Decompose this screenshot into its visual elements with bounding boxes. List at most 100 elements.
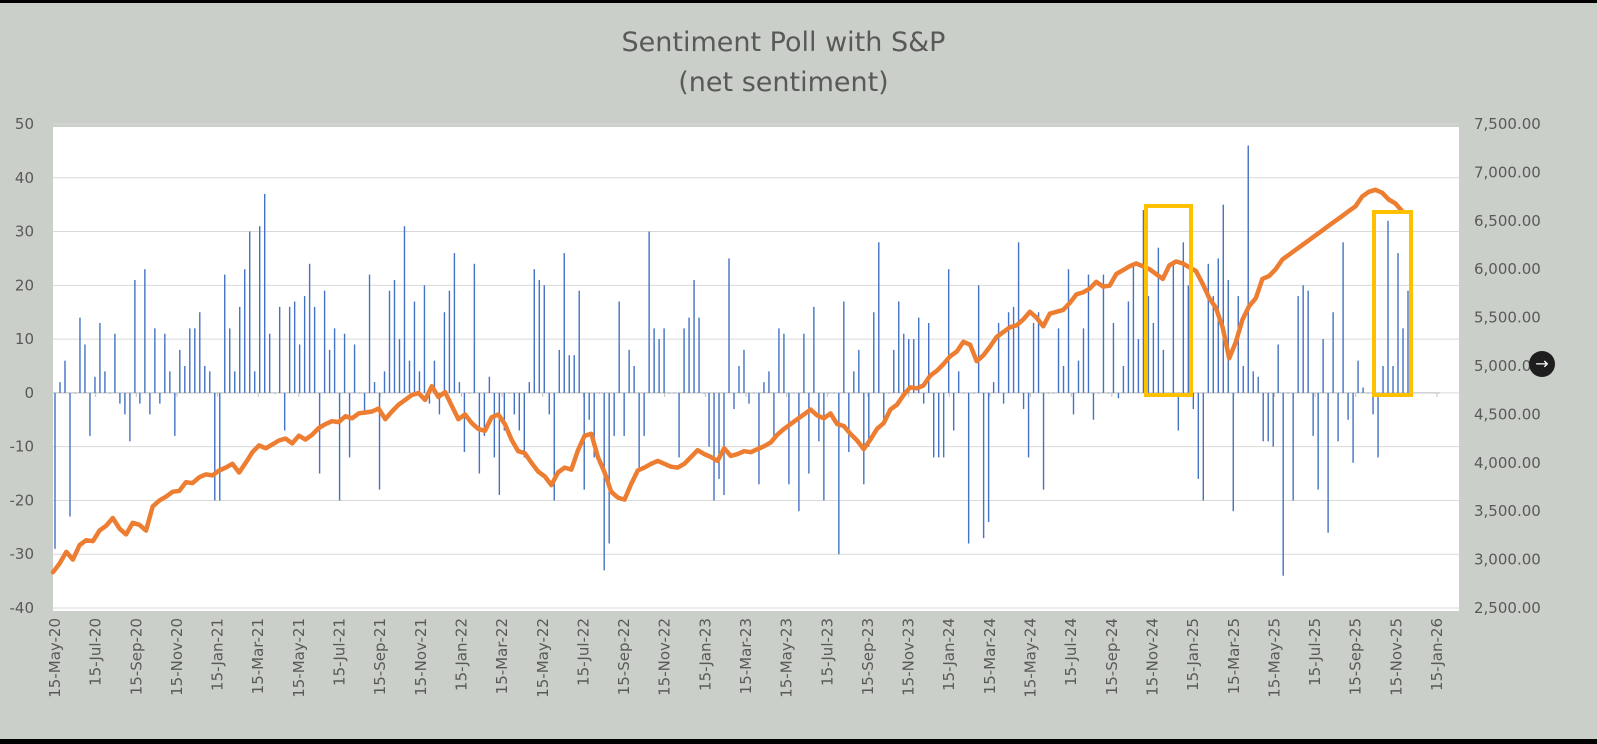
sentiment-bar: [308, 263, 311, 393]
sentiment-bar: [878, 242, 880, 393]
sentiment-bar: [977, 285, 980, 393]
x-axis-tick-label: 15-Mar-24: [981, 618, 999, 694]
sentiment-bar: [1182, 242, 1185, 393]
sentiment-bar: [74, 392, 76, 394]
sentiment-bar: [1327, 392, 1329, 533]
sentiment-bar: [1192, 392, 1195, 410]
sentiment-bar: [1297, 296, 1299, 393]
sentiment-bar: [738, 366, 740, 393]
sentiment-bar: [982, 392, 985, 539]
sentiment-bar: [244, 269, 246, 393]
x-axis-tick-label: 15-Jan-21: [209, 618, 227, 691]
sentiment-bar: [1107, 392, 1110, 394]
sentiment-bar: [1317, 392, 1319, 490]
sentiment-bar: [838, 392, 840, 555]
sentiment-bar: [778, 328, 780, 393]
sentiment-bar: [603, 392, 605, 571]
sentiment-bar: [1247, 145, 1249, 393]
sentiment-bar: [1127, 301, 1130, 393]
sentiment-bar: [798, 392, 800, 512]
sentiment-bar: [1352, 392, 1354, 463]
sentiment-bar: [373, 382, 376, 393]
right-axis-tick-label: 5,000.00: [1474, 357, 1541, 375]
sentiment-bar: [1137, 339, 1140, 393]
sentiment-bar: [768, 371, 770, 393]
x-axis-tick-label: 15-May-22: [534, 618, 552, 698]
sentiment-bar: [448, 290, 451, 393]
sentiment-bar: [129, 392, 131, 442]
sentiment-bar: [1012, 306, 1015, 393]
right-axis-tick-label: 7,500.00: [1474, 115, 1541, 133]
sentiment-bar: [69, 392, 71, 517]
right-axis-tick-label: 4,500.00: [1474, 405, 1541, 423]
x-axis-tick-label: 15-Nov-24: [1143, 618, 1161, 696]
sentiment-bar: [783, 333, 785, 393]
sentiment-bar: [997, 322, 1000, 393]
sentiment-bar: [683, 328, 685, 393]
left-axis-tick-label: 10: [15, 330, 34, 348]
sentiment-bar: [508, 392, 511, 394]
sentiment-bar: [883, 392, 885, 420]
sentiment-bar: [1047, 392, 1050, 394]
sentiment-bar: [358, 392, 361, 394]
x-axis-tick-label: 15-Sep-23: [859, 618, 877, 695]
sentiment-bar: [1257, 376, 1259, 393]
sentiment-bar: [498, 392, 501, 496]
sentiment-bar: [693, 279, 695, 393]
sentiment-bar: [1292, 392, 1294, 501]
sentiment-bar: [473, 263, 476, 393]
sentiment-bar: [643, 392, 645, 436]
right-axis-tick-label: 4,000.00: [1474, 454, 1541, 472]
sentiment-bar: [393, 279, 396, 393]
sentiment-bar: [528, 382, 530, 393]
sentiment-bar: [942, 392, 945, 458]
sentiment-bar: [1087, 274, 1090, 393]
x-axis-tick-label: 15-Jul-24: [1062, 618, 1080, 686]
sentiment-bar: [214, 392, 216, 501]
highlight-box: [1372, 210, 1413, 397]
sentiment-bar: [1392, 366, 1394, 393]
sentiment-bar: [59, 382, 61, 393]
sentiment-bar: [748, 392, 750, 404]
sentiment-bar: [283, 392, 286, 431]
sentiment-bar: [558, 349, 560, 393]
sentiment-bar: [1032, 322, 1035, 393]
x-axis-tick-label: 15-May-21: [290, 618, 308, 698]
sentiment-bar: [413, 301, 416, 393]
sentiment-bar: [428, 392, 431, 404]
sentiment-bar: [503, 392, 506, 431]
sentiment-bar: [1042, 392, 1045, 490]
sentiment-bar: [678, 392, 680, 458]
sentiment-bar: [893, 349, 895, 393]
sentiment-bar: [169, 371, 171, 393]
sentiment-bar: [194, 328, 196, 393]
sentiment-bar: [1022, 392, 1025, 410]
sentiment-bar: [1157, 247, 1160, 393]
sentiment-bar: [823, 392, 825, 501]
next-arrow-button[interactable]: →: [1529, 351, 1555, 377]
sentiment-bar: [718, 392, 720, 479]
right-axis-tick-label: 6,000.00: [1474, 260, 1541, 278]
sentiment-bar: [568, 355, 570, 393]
sentiment-bar: [543, 285, 545, 393]
x-axis-tick-label: 15-Jan-23: [696, 618, 714, 691]
sentiment-bar: [408, 360, 411, 393]
sentiment-bar: [478, 392, 481, 474]
sentiment-bar: [94, 376, 96, 393]
sentiment-bar: [518, 392, 521, 431]
sentiment-bar: [1382, 366, 1384, 393]
sentiment-bar: [89, 392, 91, 436]
sentiment-bar: [608, 392, 610, 544]
sentiment-bar: [343, 333, 346, 393]
sentiment-bar: [908, 339, 910, 393]
arrow-right-icon: →: [1535, 354, 1549, 373]
sentiment-bar: [1187, 285, 1190, 393]
sentiment-bar: [159, 392, 161, 404]
x-axis-tick-label: 15-Jan-26: [1428, 618, 1446, 691]
sp500-line: [50, 187, 1405, 575]
sentiment-bar: [483, 392, 486, 436]
sentiment-bar: [708, 392, 710, 447]
sentiment-bar: [957, 371, 960, 393]
sentiment-bar: [1117, 392, 1120, 399]
sentiment-bar: [618, 301, 620, 393]
